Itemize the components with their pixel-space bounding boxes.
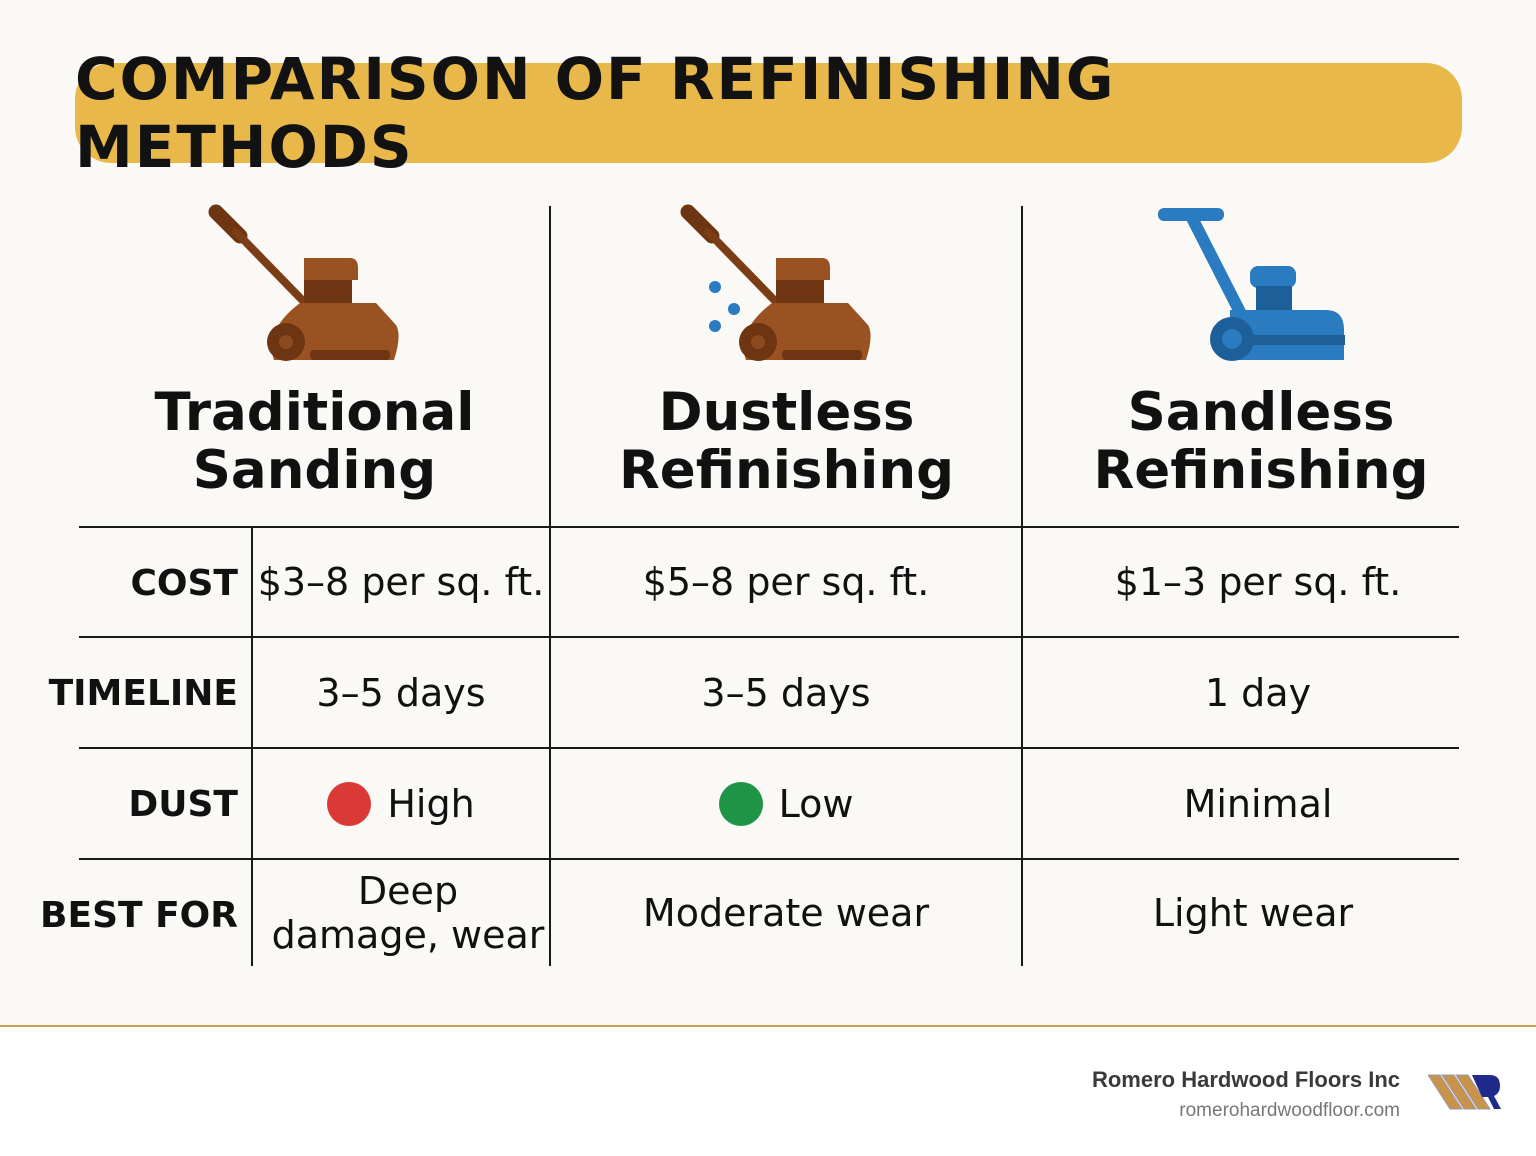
table-cell: $3–8 per sq. ft. — [257, 560, 545, 604]
table-cell: 3–5 days — [316, 670, 486, 715]
method-name: Refinishing — [1093, 440, 1429, 501]
column-divider — [251, 527, 253, 966]
dust-particle — [709, 320, 721, 332]
row-divider — [79, 636, 1459, 638]
column-divider — [549, 206, 551, 966]
floor-sander-with-dust-icon — [680, 204, 871, 361]
row-divider — [79, 858, 1459, 860]
table-cell: Moderate wear — [642, 891, 930, 935]
green-dot-icon — [718, 781, 763, 826]
floor-sander-icon — [208, 204, 399, 361]
company-website: romerohardwoodfloor.com — [1179, 1100, 1400, 1121]
company-logo — [1428, 1074, 1501, 1110]
row-label-timeline: TIMELINE — [48, 673, 238, 714]
method-header-dustless: Dustless Refinishing — [551, 384, 1022, 500]
red-dot-icon — [327, 781, 372, 826]
floor-buffer-icon — [1158, 208, 1345, 361]
table-cell: Light wear — [1152, 891, 1354, 935]
table-cell: Low — [551, 749, 1021, 858]
dust-level-low: Low — [778, 781, 854, 826]
column-divider — [1021, 206, 1023, 966]
method-name: Traditional — [154, 382, 475, 443]
method-name: Sandless — [1127, 382, 1395, 443]
table-cell: 1 day — [1204, 670, 1312, 715]
title-banner: COMPARISON OF REFINISHING METHODS — [75, 45, 1462, 181]
row-divider — [79, 747, 1459, 749]
method-name: Sanding — [192, 440, 437, 501]
table-cell: 3–5 days — [701, 670, 871, 715]
method-header-traditional: Traditional Sanding — [79, 384, 550, 500]
dust-level-high: High — [387, 781, 475, 826]
method-header-sandless: Sandless Refinishing — [1023, 384, 1499, 500]
table-cell: High — [253, 749, 549, 858]
table-cell: Minimal — [1183, 781, 1333, 826]
method-name: Refinishing — [618, 440, 955, 501]
company-name: Romero Hardwood Floors Inc — [1091, 1067, 1400, 1092]
dust-particle — [709, 281, 721, 293]
table-cell: $1–3 per sq. ft. — [1114, 560, 1402, 604]
table-cell: $5–8 per sq. ft. — [642, 560, 930, 604]
method-name: Dustless — [658, 382, 915, 443]
row-label-cost: COST — [130, 563, 238, 604]
footer: Romero Hardwood Floors Inc romerohardwoo… — [0, 1025, 1536, 1156]
row-label-best-for: BEST FOR — [40, 895, 238, 936]
row-divider — [79, 526, 1459, 528]
page-title: COMPARISON OF REFINISHING METHODS — [75, 45, 1116, 181]
row-label-dust: DUST — [128, 784, 238, 825]
dust-particle — [728, 303, 740, 315]
table-cell: Deep damage, wear — [271, 869, 545, 957]
